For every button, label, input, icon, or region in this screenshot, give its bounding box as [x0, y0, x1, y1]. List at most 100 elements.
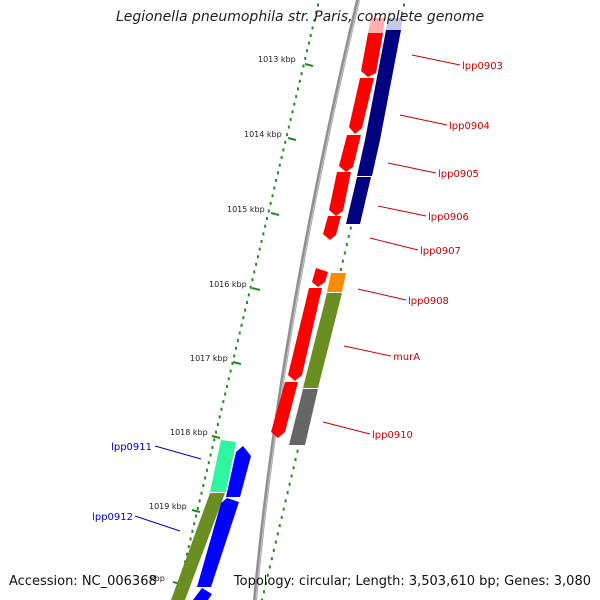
gene-label-mura[interactable]: murA	[393, 352, 420, 363]
leader-line	[357, 288, 407, 301]
scale-tick-label: 1014 kbp	[244, 130, 282, 139]
scale-dot-inner	[339, 267, 342, 271]
scale-dot-outer	[240, 323, 243, 327]
scale-dot-inner	[278, 524, 281, 528]
scale-dot-inner	[276, 532, 279, 536]
scale-dot-inner	[262, 590, 265, 594]
scale-dot-outer	[258, 247, 261, 251]
scale-dot-outer	[196, 506, 199, 510]
scale-dot-outer	[191, 529, 194, 533]
scale-dot-inner	[290, 474, 293, 478]
scale-dot-outer	[187, 545, 190, 549]
scale-tick-label: 1017 kbp	[190, 354, 228, 363]
cds-lpp0907[interactable]	[323, 216, 341, 240]
scale-dot-inner	[270, 557, 273, 561]
scale-dot-outer	[249, 285, 252, 289]
topology-text: Topology: circular; Length: 3,503,610 bp…	[233, 574, 591, 589]
gene-label-lpp0906[interactable]: lpp0906	[428, 212, 469, 223]
scale-dot-outer	[198, 499, 201, 503]
gene-label-lpp0907[interactable]: lpp0907	[420, 246, 461, 257]
gene-label-lpp0908[interactable]: lpp0908	[408, 296, 449, 307]
gene-label-lpp0912[interactable]: lpp0912	[92, 512, 133, 523]
scale-dot-outer	[266, 217, 269, 221]
label-leaders	[134, 54, 461, 532]
scale-dot-outer	[289, 117, 292, 121]
cds-lpp0912[interactable]	[197, 498, 239, 587]
scale-dot-inner	[294, 458, 297, 462]
cds-lpp0905[interactable]	[339, 135, 361, 172]
scale-dot-outer	[307, 41, 310, 45]
scale-dot-outer	[306, 49, 309, 53]
scale-dot-outer	[304, 56, 307, 60]
scale-tick	[304, 63, 314, 67]
scale-dot-outer	[218, 415, 221, 419]
scale-dot-outer	[286, 133, 289, 137]
scale-dot-outer	[251, 278, 254, 282]
cog-bar-lpp0908	[327, 273, 346, 292]
scale-dot-outer	[313, 18, 316, 22]
scale-dot-inner	[347, 234, 350, 238]
cds-murA[interactable]	[288, 288, 322, 381]
accession-text: Accession: NC_006368	[9, 574, 157, 589]
scale-dot-outer	[238, 331, 241, 335]
scale-dot-outer	[204, 476, 207, 480]
leader-line	[377, 205, 427, 217]
scale-dot-outer	[282, 148, 285, 152]
scale-dot-outer	[222, 400, 225, 404]
scale-dot-inner	[401, 11, 404, 15]
cds-lpp0903[interactable]	[361, 33, 383, 77]
cds-lpp0910[interactable]	[271, 382, 298, 438]
scale-dot-outer	[189, 537, 192, 541]
gene-label-lpp0910[interactable]: lpp0910	[372, 430, 413, 441]
gene-label-lpp0904[interactable]: lpp0904	[449, 121, 490, 132]
scale-tick-label: 1015 kbp	[227, 205, 265, 214]
scale-dot-inner	[296, 449, 299, 453]
scale-tick	[287, 137, 297, 141]
scale-dot-outer	[220, 407, 223, 411]
cds-lpp0904[interactable]	[349, 78, 374, 134]
map-title: Legionella pneumophila str. Paris, compl…	[115, 9, 485, 25]
scale-dot-outer	[284, 140, 287, 144]
cds-lpp0911[interactable]	[226, 446, 251, 497]
scale-dot-inner	[286, 491, 289, 495]
scale-dot-inner	[280, 515, 283, 519]
cog-bar-murA	[303, 293, 342, 388]
cds-lpp0908[interactable]	[312, 268, 328, 287]
scale-dot-outer	[256, 255, 259, 259]
scale-dot-outer	[209, 453, 212, 457]
cds-lpp0906[interactable]	[329, 172, 351, 216]
gene-label-lpp0911[interactable]: lpp0911	[111, 442, 152, 453]
scale-dot-outer	[213, 438, 216, 442]
cds-next[interactable]	[193, 588, 212, 600]
scale-dot-outer	[215, 430, 218, 434]
scale-ring: 1013 kbp 1014 kbp 1015 kbp 1016 kbp 1017 kbp…	[149, 3, 405, 600]
scale-dot-outer	[207, 461, 210, 465]
scale-tick	[211, 435, 221, 439]
scale-dot-inner	[345, 243, 348, 247]
leader-line	[322, 421, 371, 435]
scale-dot-outer	[224, 392, 227, 396]
scale-dot-outer	[275, 178, 278, 182]
cog-bar-lpp0912	[171, 493, 225, 600]
scale-dot-outer	[309, 34, 312, 38]
scale-dot-outer	[291, 110, 294, 114]
scale-dot-outer	[296, 87, 299, 91]
scale-tick	[251, 287, 261, 291]
scale-dot-outer	[260, 239, 263, 243]
scale-dot-outer	[185, 552, 188, 556]
scale-tick	[191, 509, 201, 513]
gene-label-lpp0903[interactable]: lpp0903	[462, 61, 503, 72]
gene-label-lpp0905[interactable]: lpp0905	[438, 169, 479, 180]
scale-dot-outer	[202, 484, 205, 488]
cog-bar-lpp0906	[346, 177, 371, 224]
scale-dot-outer	[267, 209, 270, 213]
leader-line	[387, 162, 437, 174]
scale-dot-outer	[195, 514, 198, 518]
scale-dot-outer	[262, 232, 265, 236]
cog-bar-lpp0910	[289, 389, 318, 445]
scale-dot-outer	[236, 339, 239, 343]
scale-dot-inner	[264, 581, 267, 585]
scale-dot-outer	[227, 377, 230, 381]
cds-top-fade	[368, 18, 385, 33]
scale-dot-outer	[293, 102, 296, 106]
